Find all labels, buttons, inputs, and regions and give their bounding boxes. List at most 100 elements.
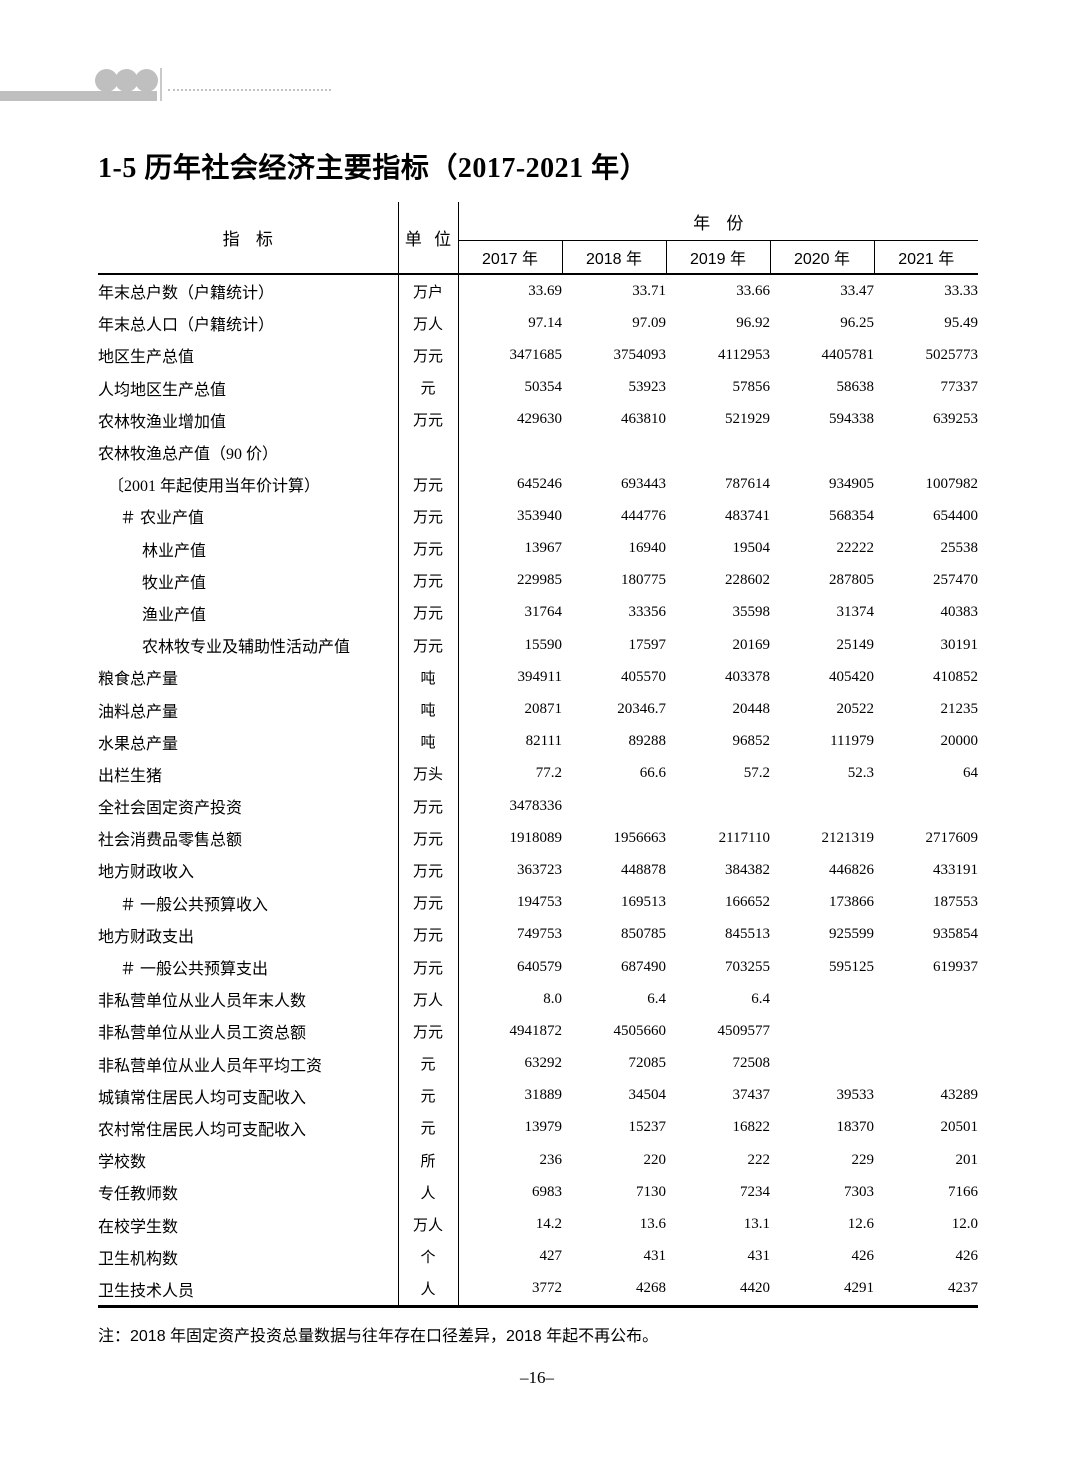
row-label: 全社会固定资产投资 (98, 790, 398, 822)
row-value: 925599 (829, 926, 874, 943)
table-row: 渔业产值 万元 31764 33356 35598 31374 40383 (98, 596, 978, 630)
row-unit: 人 (397, 1272, 459, 1308)
row-unit: 万人 (397, 307, 459, 340)
row-value: 50354 (524, 379, 563, 396)
table-row: 林业产值 万元 13967 16940 19504 22222 25538 (98, 532, 978, 565)
row-value: 4420 (666, 1272, 770, 1308)
row-value: 30191 (940, 636, 979, 653)
row-value: 594338 (829, 411, 874, 428)
row-value: 20501 (940, 1119, 979, 1136)
row-value: 3478336 (509, 797, 563, 814)
row-value: 7234 (740, 1183, 770, 1200)
row-unit: 万头 (397, 757, 459, 790)
table-row: 农林牧渔总产值（90 价） (98, 435, 978, 469)
row-label-text: 卫生技术人员 (98, 1282, 195, 1300)
row-value (458, 436, 562, 468)
row-value: 5025773 (925, 346, 979, 363)
row-unit: 元 (397, 1111, 459, 1145)
row-value: 31889 (524, 1087, 563, 1104)
row-unit: 万元 (397, 596, 459, 630)
row-value (770, 436, 874, 468)
row-unit: 万元 (397, 339, 459, 372)
row-value: 3772 (458, 1272, 562, 1308)
row-label: 非私营单位从业人员工资总额 (98, 1015, 398, 1047)
row-unit: 万元 (397, 403, 459, 436)
row-value: 654400 (933, 507, 978, 524)
row-label: ＃ 一般公共预算收入 (98, 887, 398, 919)
row-value: 96.92 (736, 314, 770, 331)
row-label: 〔2001 年起使用当年价计算） (98, 468, 398, 500)
row-value: 693443 (621, 475, 666, 492)
table-row: 在校学生数 万人 14.2 13.6 13.1 12.6 12.0 (98, 1208, 978, 1241)
column-header-unit: 单 位 (397, 202, 459, 275)
row-value: 6983 (532, 1183, 562, 1200)
table-row: 非私营单位从业人员年末人数 万人 8.0 6.4 6.4 (98, 983, 978, 1016)
row-value: 257470 (933, 572, 978, 589)
row-value: 18370 (836, 1119, 875, 1136)
row-label-text: 林业产值 (142, 542, 207, 560)
row-value: 2121319 (821, 829, 875, 846)
row-value (666, 790, 770, 822)
row-value: 6.4 (751, 990, 770, 1007)
row-unit: 万元 (397, 790, 459, 823)
row-value: 12.6 (847, 1216, 874, 1233)
row-value: 749753 (517, 926, 562, 943)
row-value: 405570 (621, 668, 666, 685)
row-label-text: 非私营单位从业人员工资总额 (98, 1025, 307, 1043)
table-row: 年末总户数（户籍统计） 万户 33.69 33.71 33.66 33.47 33.33 (98, 274, 978, 308)
row-label-text: 粮食总产量 (98, 671, 179, 689)
row-label-text: 城镇常住居民人均可支配收入 (98, 1089, 307, 1107)
row-label: 专任教师数 (98, 1176, 398, 1208)
row-label: 非私营单位从业人员年平均工资 (98, 1048, 398, 1080)
table-header: 指 标 单 位 年 份 2017 年 2018 年 2019 年 2020 年 … (98, 202, 978, 275)
row-value: 33.69 (528, 282, 562, 299)
row-value: 4237 (874, 1272, 978, 1308)
row-label: 地方财政支出 (98, 919, 398, 951)
row-label-text: 社会消费品零售总额 (98, 832, 243, 850)
row-value: 645246 (517, 475, 562, 492)
row-value (874, 790, 978, 822)
row-value: 20000 (940, 733, 979, 750)
row-value: 14.2 (535, 1216, 562, 1233)
row-value: 3471685 (509, 346, 563, 363)
row-value (770, 1048, 874, 1080)
row-label: 年末总户数（户籍统计） (98, 274, 398, 307)
row-unit: 万元 (397, 950, 459, 984)
row-unit: 万人 (397, 1208, 459, 1241)
row-value: 935854 (933, 926, 978, 943)
row-value: 13967 (524, 540, 563, 557)
row-value: 21235 (940, 701, 979, 718)
row-label-text: 地方财政收入 (98, 864, 195, 882)
row-label-text: 牧业产值 (142, 574, 207, 592)
row-unit: 万元 (397, 854, 459, 887)
row-label: 非私营单位从业人员年末人数 (98, 983, 398, 1015)
statistics-table: 指 标 单 位 年 份 2017 年 2018 年 2019 年 2020 年 … (98, 202, 978, 1308)
row-unit: 元 (397, 1079, 459, 1112)
row-value: 16822 (732, 1119, 771, 1136)
row-value: 19504 (732, 540, 771, 557)
table-row: 地方财政收入 万元 363723 448878 384382 446826 433191 (98, 854, 978, 887)
page-title: 1-5 历年社会经济主要指标（2017-2021 年） (98, 153, 649, 184)
row-value: 63292 (524, 1055, 563, 1072)
table-row: 卫生机构数 个 427 431 431 426 426 (98, 1240, 978, 1273)
row-label-text: 卫生机构数 (98, 1250, 179, 1268)
row-value: 33356 (628, 604, 667, 621)
table-row: 出栏生猪 万头 77.2 66.6 57.2 52.3 64 (98, 757, 978, 790)
table-header-row-group: 指 标 单 位 年 份 (98, 202, 978, 275)
row-unit: 万元 (397, 468, 459, 501)
row-label-text: 农林牧渔总产值（90 价） (98, 446, 279, 464)
row-value: 33.66 (736, 282, 770, 299)
column-header-year-2019: 2019 年 (666, 240, 771, 275)
row-label: 农林牧专业及辅助性活动产值 (98, 629, 398, 661)
row-label-text: ＃ 农业产值 (120, 510, 205, 528)
header-vertical-rule (160, 68, 162, 101)
row-label: 地区生产总值 (98, 339, 398, 371)
row-value: 31374 (836, 604, 875, 621)
row-value: 95.49 (944, 314, 978, 331)
row-unit: 万元 (397, 532, 459, 565)
row-label: 渔业产值 (98, 597, 398, 629)
row-value: 39533 (836, 1087, 875, 1104)
row-unit: 吨 (397, 725, 459, 758)
row-label-text: 非私营单位从业人员年末人数 (98, 993, 307, 1011)
row-value: 448878 (621, 861, 666, 878)
